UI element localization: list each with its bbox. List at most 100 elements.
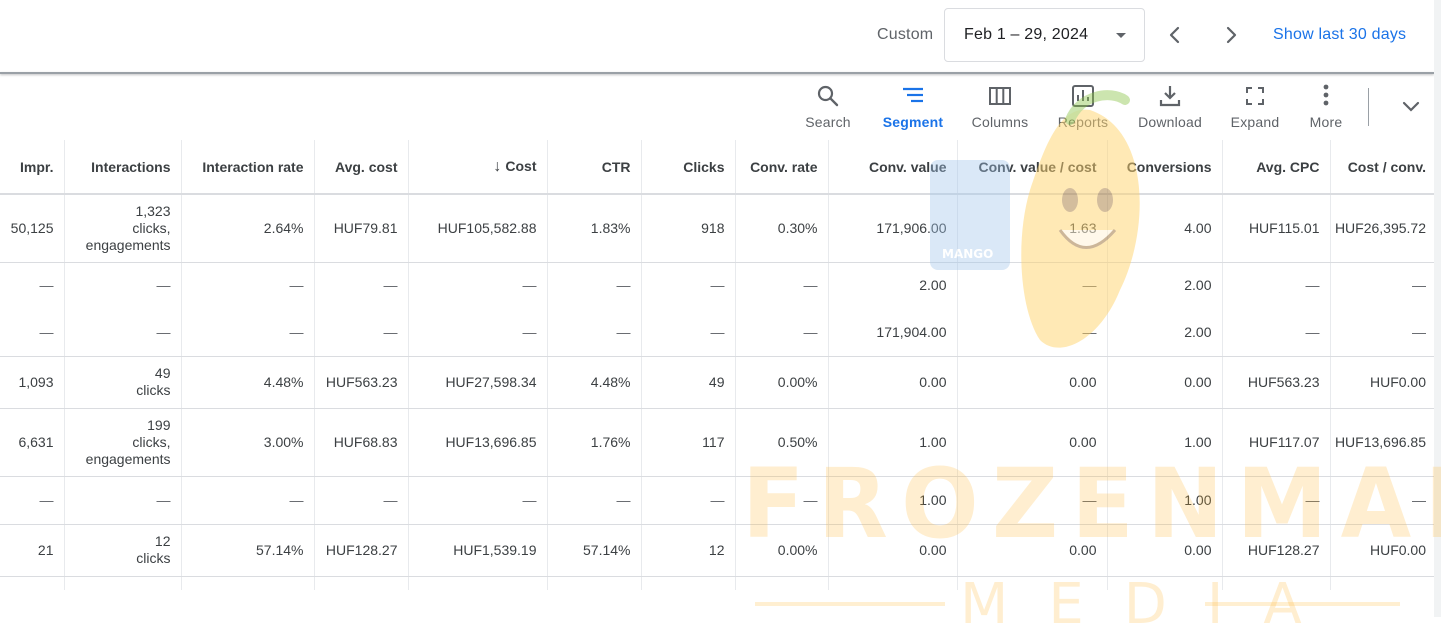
search-icon (817, 85, 839, 107)
date-preset-label: Custom (877, 26, 934, 43)
cell-interaction-rate: — (180, 309, 314, 357)
column-header-clicks[interactable]: Clicks (640, 140, 735, 195)
chevron-down-icon (1402, 101, 1420, 112)
cell-avg-cpc: — (1221, 262, 1330, 309)
column-header-conversions[interactable]: Conversions (1106, 140, 1222, 195)
cell-interactions: 199 clicks, engagements (63, 408, 181, 477)
column-header-cost-conv[interactable]: Cost / conv. (1329, 140, 1436, 195)
column-header-ctr[interactable]: CTR (546, 140, 641, 195)
cell-interaction-rate: — (180, 262, 314, 309)
cell-impr: 6,631 (0, 408, 64, 477)
column-header-conv-value-cost[interactable]: Conv. value / cost (956, 140, 1107, 195)
cell-impr: — (39, 277, 54, 294)
cell-clicks: 49 (640, 356, 735, 409)
collapse-toolbar-button[interactable] (1400, 98, 1422, 121)
cell-interaction-rate: 57.14% (180, 524, 314, 577)
cell-clicks: 918 (640, 194, 735, 263)
table-row[interactable]: 6,631 199 clicks, engagements 3.00% HUF68.… (0, 408, 1436, 477)
table-row-partial (0, 576, 1436, 590)
cell-interaction-rate: 2.64% (180, 194, 314, 263)
cell-impr: 50,125 (0, 194, 64, 263)
reports-button[interactable]: Reports (1038, 82, 1128, 132)
cell-conv-rate: — (734, 309, 828, 357)
expand-button[interactable]: Expand (1210, 82, 1300, 132)
cell-conv-value-cost: — (956, 262, 1107, 309)
cell-conversions: 0.00 (1106, 356, 1222, 409)
cell-conversions: 1.00 (1106, 408, 1222, 477)
cell-conv-value: 1.00 (827, 476, 957, 525)
cell-interaction-rate: 4.48% (180, 356, 314, 409)
cell-conversions: 1.00 (1106, 476, 1222, 525)
cell-conv-rate: 0.50% (734, 408, 828, 477)
cell-cost-conv: — (1329, 476, 1436, 525)
cell-clicks: 12 (640, 524, 735, 577)
show-last-30-days-link[interactable]: Show last 30 days (1273, 26, 1407, 43)
download-button[interactable]: Download (1125, 82, 1215, 132)
cell-clicks: — (640, 476, 735, 525)
cell-avg-cost: HUF79.81 (313, 194, 408, 263)
cell-avg-cpc: HUF563.23 (1221, 356, 1330, 409)
more-label: More (1309, 114, 1343, 130)
cell-avg-cost: — (313, 476, 408, 525)
cell-interactions: 12 clicks (63, 524, 181, 577)
cell-ctr: 57.14% (546, 524, 641, 577)
cell-avg-cpc: — (1221, 476, 1330, 525)
column-header-conv-rate[interactable]: Conv. rate (734, 140, 828, 195)
search-button[interactable]: Search (783, 82, 873, 132)
cell-conv-value-cost: 0.00 (956, 524, 1107, 577)
cell-cost-conv: — (1329, 262, 1436, 309)
cell-clicks: — (640, 309, 735, 357)
chevron-right-icon (1226, 26, 1237, 44)
table-subrow[interactable]: — — — — — — — — 171,904.00 — 2.00 — — (0, 309, 1436, 357)
cell-interactions: 1,323 clicks, engagements (63, 194, 181, 263)
cell-conv-value: 0.00 (827, 356, 957, 409)
cell-impr: — (0, 476, 64, 525)
cell-avg-cost: — (313, 309, 408, 357)
segment-label: Segment (882, 114, 944, 130)
performance-table-container: Impr. Interactions Interaction rate Avg.… (0, 140, 1436, 590)
table-row[interactable]: 1,093 49 clicks 4.48% HUF563.23 HUF27,598… (0, 356, 1436, 409)
cell-impr: — (0, 309, 64, 357)
next-period-button[interactable] (1219, 22, 1243, 48)
table-subrow[interactable]: — — — — — — — — 2.00 — 2.00 — — (0, 262, 1436, 309)
column-header-avg-cost[interactable]: Avg. cost (313, 140, 408, 195)
table-row[interactable]: 21 12 clicks 57.14% HUF128.27 HUF1,539.19… (0, 524, 1436, 577)
table-subrow[interactable]: — — — — — — — — 1.00 — 1.00 — — (0, 476, 1436, 525)
cell-conversions: 0.00 (1106, 524, 1222, 577)
cell-conv-rate: 0.30% (734, 194, 828, 263)
previous-period-button[interactable] (1163, 22, 1187, 48)
cell-ctr: 1.83% (546, 194, 641, 263)
cell-clicks: 117 (640, 408, 735, 477)
columns-button[interactable]: Columns (955, 82, 1045, 132)
watermark-line-right (1205, 602, 1400, 606)
column-header-interactions[interactable]: Interactions (63, 140, 181, 195)
column-header-conv-value[interactable]: Conv. value (827, 140, 957, 195)
cell-conv-value: 2.00 (827, 262, 957, 309)
cell-conv-value-cost: — (956, 309, 1107, 357)
cell-clicks: — (640, 262, 735, 309)
cell-avg-cost: HUF68.83 (313, 408, 408, 477)
cell-conv-value: 171,906.00 (827, 194, 957, 263)
more-vert-icon (1323, 84, 1329, 106)
cell-avg-cpc: HUF115.01 (1221, 194, 1330, 263)
watermark-line-left (755, 602, 945, 606)
cell-avg-cpc: — (1221, 309, 1330, 357)
segment-icon (903, 87, 923, 103)
column-header-impr[interactable]: Impr. (0, 140, 64, 195)
date-range-picker[interactable]: Feb 1 – 29, 2024 (944, 8, 1145, 62)
cell-cost: HUF105,582.88 (407, 194, 547, 263)
reports-label: Reports (1057, 114, 1109, 130)
cell-interaction-rate: — (180, 476, 314, 525)
cell-cost: — (407, 262, 547, 309)
cell-cost-conv: HUF13,696.85 (1329, 408, 1436, 477)
segment-button[interactable]: Segment (868, 82, 958, 132)
cell-avg-cost: HUF128.27 (313, 524, 408, 577)
table-row[interactable]: 50,125 1,323 clicks, engagements 2.64% HUF… (0, 194, 1436, 263)
vertical-scrollbar-track[interactable] (1434, 0, 1441, 617)
column-header-cost[interactable]: ↓ Cost (407, 140, 547, 195)
column-header-avg-cpc[interactable]: Avg. CPC (1221, 140, 1330, 195)
cell-interaction-rate: 3.00% (180, 408, 314, 477)
column-header-interaction-rate[interactable]: Interaction rate (180, 140, 314, 195)
more-button[interactable]: More (1281, 82, 1371, 132)
toolbar-separator (1368, 88, 1369, 126)
